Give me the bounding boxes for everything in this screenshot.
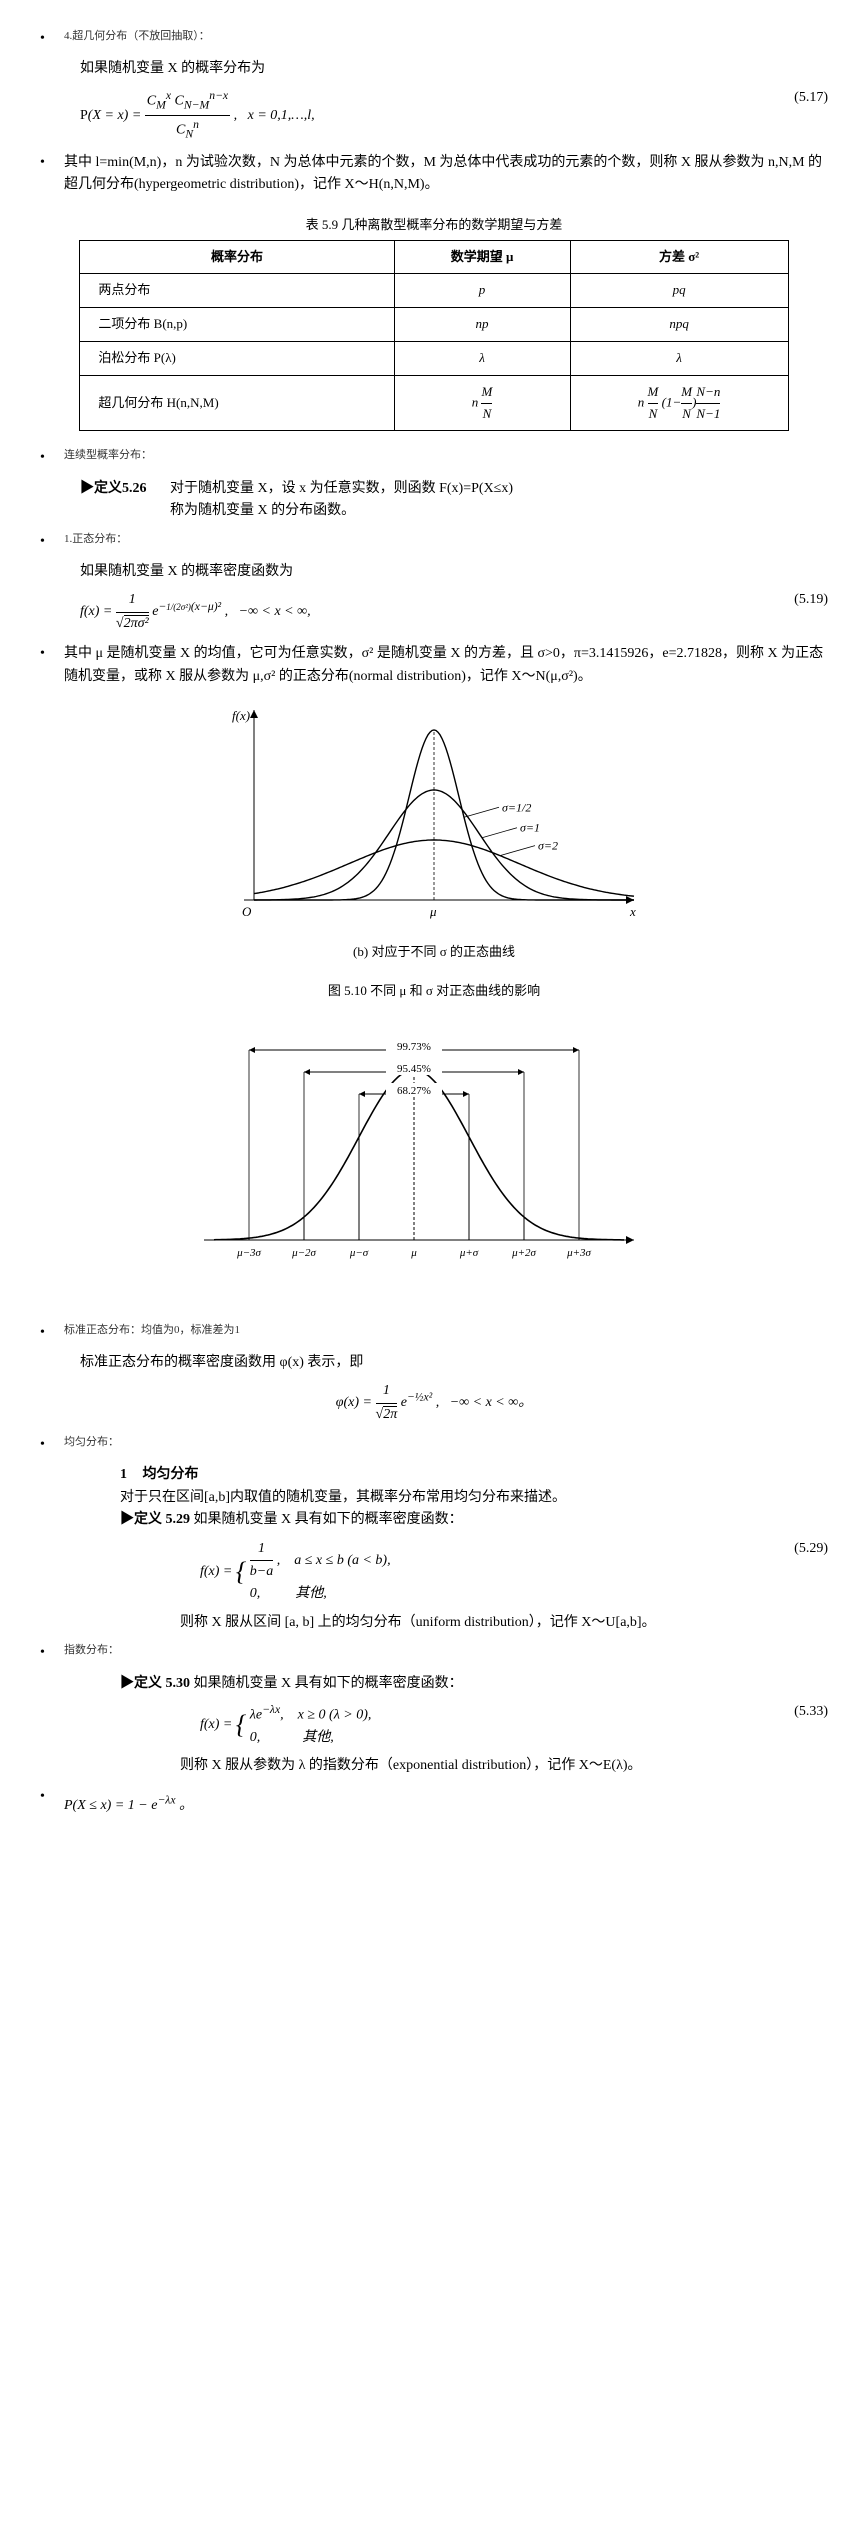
def-526-text2: 称为随机变量 X 的分布函数。 (170, 500, 513, 522)
std-norm-note: 标准正态分布：均值为0，标准差为1 (64, 1322, 240, 1344)
svg-text:x: x (629, 904, 636, 919)
cell: np (394, 308, 570, 342)
bullet-icon (40, 28, 64, 50)
normal-section: 1.正态分布： (40, 531, 828, 553)
std-norm-text: 标准正态分布的概率密度函数用 φ(x) 表示，即 (40, 1352, 828, 1374)
norm-where-row: 其中 μ 是随机变量 X 的均值，它可为任意实数，σ² 是随机变量 X 的方差，… (40, 643, 828, 688)
svg-text:μ+3σ: μ+3σ (566, 1247, 591, 1259)
svg-text:μ: μ (429, 904, 437, 919)
norm-formula: f(x) = 1 √2πσ² e−1/(2σ²)(x−μ)² , −∞ < x … (40, 589, 828, 635)
formula-number: (5.19) (794, 589, 828, 611)
uniform-heading: 均匀分布 (143, 1467, 199, 1482)
exp-after: 则称 X 服从参数为 λ 的指数分布（exponential distribut… (40, 1755, 828, 1777)
table-caption: 表 5.9 几种离散型概率分布的数学期望与方差 (40, 215, 828, 236)
def-526-text1: 对于随机变量 X，设 x 为任意实数，则函数 F(x)=P(X≤x) (170, 478, 513, 500)
cell: 二项分布 B(n,p) (80, 308, 394, 342)
norm-where: 其中 μ 是随机变量 X 的均值，它可为任意实数，σ² 是随机变量 X 的方差，… (64, 643, 828, 688)
bullet-icon (40, 643, 64, 688)
std-norm-formula: φ(x) = 1 √2π e−½x² , −∞ < x < ∞。 (40, 1380, 828, 1426)
fig-b-caption: (b) 对应于不同 σ 的正态曲线 (40, 942, 828, 963)
def-530-label: ▶定义 5.30 (120, 1676, 190, 1691)
th-var: 方差 σ² (570, 240, 788, 274)
hypergeo-formula: P(X = x) = CMx CN−Mn−x CNn , x = 0,1,…,l… (40, 87, 828, 144)
normal-curves-figure: f(x) Oμ x σ=1/2 σ=1 σ=2 (224, 700, 644, 930)
table-row: 两点分布 p pq (80, 274, 788, 308)
uniform-formula: f(x) = { 1 b−a , a ≤ x ≤ b (a < b), 0, 其… (40, 1538, 828, 1606)
bullet-icon (40, 531, 64, 553)
section-hypergeo: 4.超几何分布（不放回抽取）： (40, 28, 828, 50)
def-530: ▶定义 5.30 如果随机变量 X 具有如下的概率密度函数： (40, 1673, 828, 1695)
table-row: 超几何分布 H(n,N,M) n MN n MN (1−MN)N−nN−1 (80, 375, 788, 431)
norm-intro: 如果随机变量 X 的概率密度函数为 (40, 561, 828, 583)
cell: λ (570, 342, 788, 376)
svg-text:σ=2: σ=2 (538, 839, 558, 853)
svg-text:μ−3σ: μ−3σ (236, 1247, 261, 1259)
exp-cdf: P(X ≤ x) = 1 − e−λx 。 (64, 1798, 193, 1813)
table-header-row: 概率分布 数学期望 μ 方差 σ² (80, 240, 788, 274)
cell: p (394, 274, 570, 308)
cell: npq (570, 308, 788, 342)
sigma-bands-figure: 68.27% 95.45% 99.73% μ−3σ μ−2σ μ−σ μ μ+σ μ+2σ μ+3… (184, 1020, 684, 1310)
uniform-num: 1 (120, 1467, 127, 1482)
table-row: 泊松分布 P(λ) λ λ (80, 342, 788, 376)
formula-number: (5.29) (794, 1538, 828, 1560)
svg-text:μ−σ: μ−σ (349, 1247, 369, 1259)
def-529-label: ▶定义 5.29 (120, 1512, 190, 1527)
formula-number: (5.17) (794, 87, 828, 109)
uniform-section: 均匀分布： (40, 1434, 828, 1456)
fig-510-caption: 图 5.10 不同 μ 和 σ 对正态曲线的影响 (40, 981, 828, 1002)
th-dist: 概率分布 (80, 240, 394, 274)
def-526: ▶定义5.26 对于随机变量 X，设 x 为任意实数，则函数 F(x)=P(X≤… (40, 478, 828, 523)
cell: 两点分布 (80, 274, 394, 308)
svg-text:68.27%: 68.27% (397, 1085, 431, 1097)
cell: 超几何分布 H(n,N,M) (80, 375, 394, 431)
bullet-icon (40, 1322, 64, 1344)
cell: n MN (394, 375, 570, 431)
def-530-text: 如果随机变量 X 具有如下的概率密度函数： (194, 1676, 463, 1691)
table-row: 二项分布 B(n,p) np npq (80, 308, 788, 342)
uniform-heading-row: 1 均匀分布 (40, 1464, 828, 1486)
bullet-icon (40, 1786, 64, 1824)
svg-text:μ−2σ: μ−2σ (291, 1247, 316, 1259)
svg-text:μ+2σ: μ+2σ (511, 1247, 536, 1259)
uniform-intro: 对于只在区间[a,b]内取值的随机变量，其概率分布常用均匀分布来描述。 (40, 1487, 828, 1509)
svg-text:σ=1: σ=1 (520, 821, 540, 835)
exp-section: 指数分布： (40, 1642, 828, 1664)
uniform-label: 均匀分布： (64, 1434, 119, 1456)
uniform-after: 则称 X 服从区间 [a, b] 上的均匀分布（uniform distribu… (40, 1612, 828, 1634)
bullet-icon (40, 152, 64, 197)
cell: pq (570, 274, 788, 308)
svg-text:99.73%: 99.73% (397, 1041, 431, 1053)
th-mean: 数学期望 μ (394, 240, 570, 274)
bullet-icon (40, 447, 64, 469)
cell: n MN (1−MN)N−nN−1 (570, 375, 788, 431)
hypergeo-where: 其中 l=min(M,n)，n 为试验次数，N 为总体中元素的个数，M 为总体中… (64, 152, 828, 197)
cell: λ (394, 342, 570, 376)
svg-text:f(x): f(x) (232, 708, 250, 723)
dist-table: 概率分布 数学期望 μ 方差 σ² 两点分布 p pq 二项分布 B(n,p) … (79, 240, 788, 432)
std-norm-section: 标准正态分布：均值为0，标准差为1 (40, 1322, 828, 1344)
svg-text:O: O (242, 904, 252, 919)
def-526-label: ▶定义5.26 (80, 478, 170, 523)
svg-text:σ=1/2: σ=1/2 (502, 800, 531, 814)
continuous-section: 连续型概率分布： (40, 447, 828, 469)
def-529-text: 如果随机变量 X 具有如下的概率密度函数： (194, 1512, 463, 1527)
exp-cdf-row: P(X ≤ x) = 1 − e−λx 。 (40, 1786, 828, 1824)
cont-title: 连续型概率分布： (64, 447, 152, 469)
def-529: ▶定义 5.29 如果随机变量 X 具有如下的概率密度函数： (40, 1509, 828, 1531)
hypergeo-title: 4.超几何分布（不放回抽取）： (64, 28, 210, 50)
svg-text:95.45%: 95.45% (397, 1063, 431, 1075)
cell: 泊松分布 P(λ) (80, 342, 394, 376)
svg-text:μ+σ: μ+σ (459, 1247, 479, 1259)
exp-label: 指数分布： (64, 1642, 119, 1664)
norm-label: 1.正态分布： (64, 531, 127, 553)
bullet-icon (40, 1642, 64, 1664)
svg-text:μ: μ (410, 1247, 417, 1259)
hypergeo-where-row: 其中 l=min(M,n)，n 为试验次数，N 为总体中元素的个数，M 为总体中… (40, 152, 828, 197)
formula-number: (5.33) (794, 1701, 828, 1723)
bullet-icon (40, 1434, 64, 1456)
hypergeo-intro: 如果随机变量 X 的概率分布为 (40, 58, 828, 80)
exp-formula: f(x) = { λe−λx, x ≥ 0 (λ > 0), 0, 其他, (5… (40, 1701, 828, 1749)
